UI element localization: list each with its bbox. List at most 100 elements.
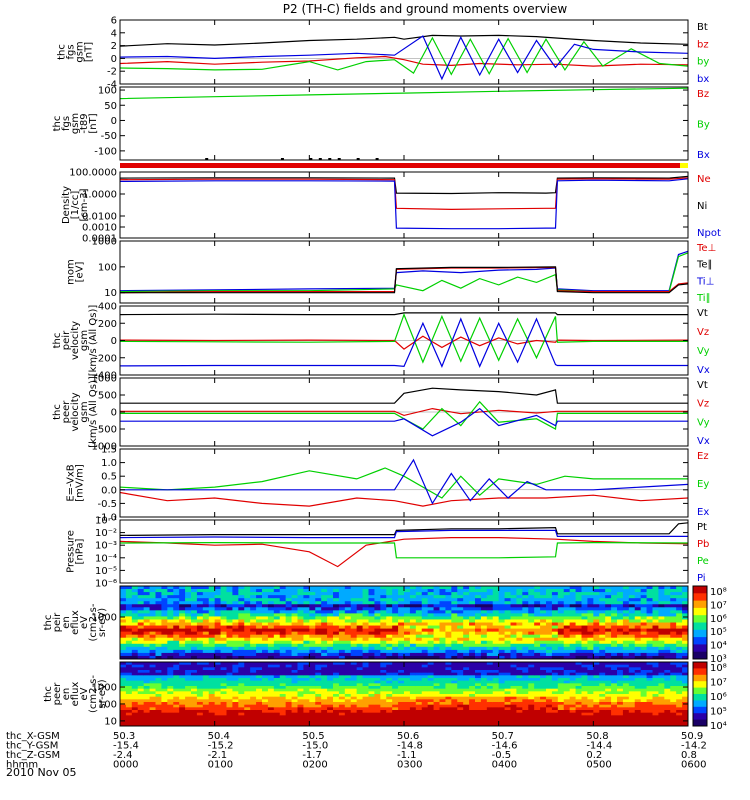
spectrogram-cell — [433, 643, 440, 648]
spectrogram-cell — [173, 710, 180, 714]
spectrogram-cell — [149, 702, 156, 706]
spectrogram-cell — [646, 710, 653, 714]
spectrogram-cell — [516, 699, 523, 703]
spectrogram-cell — [463, 628, 470, 633]
spectrogram-cell — [451, 688, 458, 692]
spectrogram-cell — [285, 643, 292, 648]
spectrogram-cell — [321, 613, 328, 617]
spectrogram-cell — [599, 699, 606, 703]
spectrogram-cell — [155, 688, 162, 692]
spectrogram-cell — [173, 652, 180, 657]
spectrogram-cell — [409, 694, 417, 698]
spectrogram-cell — [480, 718, 488, 722]
spectrogram-cell — [125, 723, 133, 727]
spectrogram-cell — [646, 702, 653, 706]
spectrogram-cell — [333, 696, 340, 700]
spectrogram-cell — [309, 592, 316, 596]
spectrogram-cell — [220, 595, 227, 599]
spectrogram-cell — [120, 688, 127, 692]
spectrogram-cell — [528, 607, 535, 611]
spectrogram-cell — [333, 704, 340, 708]
spectrogram-cell — [676, 625, 683, 629]
spectrogram-cell — [664, 683, 671, 687]
spectrogram-cell — [374, 707, 381, 711]
spectrogram-cell — [362, 640, 369, 645]
spectrogram-cell — [220, 691, 227, 695]
spectrogram-cell — [232, 723, 239, 727]
spectrogram-cell — [540, 710, 547, 714]
spectrogram-cell — [185, 683, 192, 687]
spectrogram-cell — [617, 662, 624, 666]
spectrogram-cell — [327, 631, 334, 636]
spectrogram-cell — [475, 699, 482, 703]
spectrogram-cell — [640, 664, 647, 668]
spectrogram-cell — [202, 595, 210, 599]
spectrogram-cell — [593, 589, 600, 593]
spectrogram-cell — [575, 592, 582, 596]
spectrogram-cell — [475, 595, 482, 599]
spectrogram-cell — [463, 696, 470, 700]
legend-entry: Ey — [697, 479, 709, 490]
spectrogram-cell — [303, 643, 310, 648]
spectrogram-cell — [386, 715, 393, 719]
spectrogram-cell — [617, 586, 624, 590]
spectrogram-cell — [214, 640, 221, 645]
spectrogram-cell — [617, 631, 624, 636]
spectrogram-cell — [196, 718, 204, 722]
spectrogram-cell — [214, 696, 221, 700]
spectrogram-cell — [498, 675, 505, 679]
spectrogram-cell — [303, 592, 310, 596]
spectrogram-cell — [327, 607, 334, 611]
spectrogram-cell — [563, 696, 571, 700]
spectrogram-cell — [303, 675, 310, 679]
spectrogram-cell — [421, 686, 429, 690]
spectrogram-cell — [634, 655, 642, 660]
spectrogram-cell — [445, 696, 452, 700]
spectrogram-cell — [617, 652, 624, 657]
spectrogram-cell — [427, 610, 434, 614]
spectrogram-cell — [155, 592, 162, 596]
spectrogram-cell — [333, 595, 340, 599]
spectrogram-cell — [368, 637, 375, 642]
spectrogram-cell — [439, 637, 446, 642]
spectrogram-cell — [682, 595, 689, 599]
spectrogram-cell — [658, 680, 665, 684]
spectrogram-cell — [628, 720, 636, 724]
spectrogram-cell — [350, 634, 358, 639]
spectrogram-cell — [469, 702, 476, 706]
spectrogram-cell — [498, 622, 505, 626]
spectrogram-cell — [226, 634, 233, 639]
spectrogram-cell — [528, 622, 535, 626]
spectrogram-cell — [658, 610, 665, 614]
spectrogram-cell — [238, 686, 245, 690]
spectrogram-cell — [475, 646, 482, 651]
spectrogram-cell — [528, 718, 535, 722]
spectrogram-cell — [161, 601, 168, 605]
spectrogram-cell — [267, 616, 275, 620]
spectrogram-cell — [605, 619, 612, 623]
spectrogram-cell — [451, 712, 458, 716]
spectrogram-cell — [504, 688, 511, 692]
spectrogram-cell — [214, 631, 221, 636]
spectrogram-cell — [173, 680, 180, 684]
spectrogram-cell — [628, 649, 636, 654]
spectrogram-cell — [338, 601, 346, 605]
spectrogram-cell — [421, 688, 429, 692]
spectrogram-cell — [392, 640, 399, 645]
spectrogram-cell — [480, 622, 488, 626]
spectrogram-cell — [551, 718, 559, 722]
spectrogram-cell — [143, 610, 150, 614]
spectrogram-cell — [457, 664, 464, 668]
spectrogram-cell — [658, 598, 665, 602]
spectrogram-cell — [208, 680, 216, 684]
spectrogram-cell — [173, 672, 180, 676]
spectrogram-cell — [131, 610, 139, 614]
spectrogram-cell — [670, 589, 677, 593]
spectrogram-cell — [333, 616, 340, 620]
spectrogram-cell — [551, 662, 559, 666]
spectrogram-cell — [445, 683, 452, 687]
spectrogram-cell — [646, 720, 653, 724]
spectrogram-cell — [202, 662, 210, 666]
spectrogram-cell — [120, 686, 127, 690]
spectrogram-cell — [191, 707, 198, 711]
